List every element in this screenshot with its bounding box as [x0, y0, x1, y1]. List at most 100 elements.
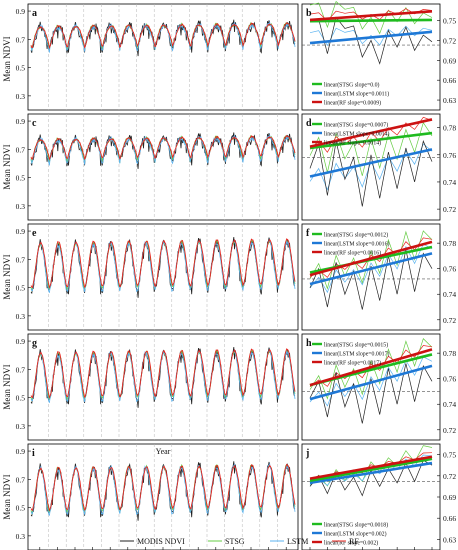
trend-ytick-label: 0.72 [443, 36, 456, 45]
trend-ytick-label: 0.78 [443, 349, 456, 358]
legend-label: MODIS NDVI [137, 537, 185, 546]
y-axis-label: Mean NDVI [2, 474, 12, 519]
trend-legend-label: linear(STSG slope=0.0012) [324, 232, 388, 239]
trend-legend-label: linear(STSG slope=0.0) [324, 82, 380, 89]
rf-fit-line [309, 9, 433, 22]
trend-ytick-label: 0.69 [443, 493, 456, 502]
y-axis-label: Mean NDVI [2, 254, 12, 299]
panel-label: h [306, 338, 312, 349]
ts-ytick-label: 0.7 [16, 35, 26, 44]
rf-series-line [30, 238, 296, 289]
ts-ytick-label: 0.5 [16, 504, 26, 513]
panel-label: d [306, 118, 312, 129]
trend-ytick-label: 0.72 [443, 316, 456, 325]
modis-series-line [30, 19, 296, 57]
ts-ytick-label: 0.5 [16, 174, 26, 183]
ts-ytick-label: 0.9 [16, 227, 26, 236]
lstm-series-line [30, 20, 296, 53]
ts-ytick-label: 0.7 [16, 365, 26, 374]
lstm-fit-line [309, 364, 433, 401]
rf-fit-line [309, 455, 433, 480]
rf-series-line [30, 134, 296, 161]
trend-legend-label: linear(RF slope=0.002) [324, 540, 378, 547]
trend-ytick-label: 0.76 [443, 375, 456, 384]
trend-panel-frame [301, 223, 441, 331]
trend-stsg-annual [309, 338, 433, 400]
trend-legend-label: linear(LSTM slope=0.0016) [324, 241, 389, 248]
trend-ytick-label: 0.76 [443, 151, 456, 160]
trend-ytick-label: 0.72 [443, 205, 456, 214]
ts-ytick-label: 0.9 [16, 7, 26, 16]
trend-legend-label: linear(LSTM slope=0.0011) [324, 91, 389, 98]
y-axis-label: Mean NDVI [2, 36, 12, 81]
trend-legend-label: linear(LSTM slope=0.0014) [324, 131, 389, 138]
panel-label: f [306, 228, 310, 239]
stsg-fit-line [309, 457, 433, 483]
ts-ytick-label: 0.5 [16, 394, 26, 403]
ts-ytick-label: 0.7 [16, 475, 26, 484]
lstm-series-line [30, 133, 296, 166]
trend-modis-annual [309, 249, 433, 310]
rf-fit-line [309, 240, 433, 277]
trend-ytick-label: 0.76 [443, 265, 456, 274]
ts-ytick-label: 0.3 [16, 92, 26, 101]
trend-modis-annual [309, 363, 433, 424]
trend-ytick-label: 0.78 [443, 124, 456, 133]
trend-legend-label: linear(RF slope=0.0009) [324, 100, 381, 107]
ts-panel-frame [27, 223, 299, 331]
trend-ytick-label: 0.72 [443, 472, 456, 481]
panel-label: c [32, 118, 37, 129]
trend-legend-label: linear(LSTM slope=0.002) [324, 531, 387, 538]
legend-label: RF [349, 537, 359, 546]
trend-legend-label: linear(STSG slope=0.0007) [324, 122, 388, 129]
ts-panel-frame [27, 333, 299, 441]
trend-modis-annual [309, 140, 433, 207]
trend-ytick-label: 0.66 [443, 514, 456, 523]
trend-ytick-label: 0.63 [443, 96, 456, 105]
rf-series-line [30, 463, 296, 512]
ts-ytick-label: 0.9 [16, 447, 26, 456]
trend-panel-frame [301, 113, 441, 221]
ts-ytick-label: 0.9 [16, 337, 26, 346]
panel-label: j [305, 448, 309, 459]
trend-panel-frame [301, 3, 441, 111]
lstm-fit-line [309, 30, 433, 45]
rf-series-line [30, 22, 296, 50]
ts-ytick-label: 0.5 [16, 64, 26, 73]
panel-label: a [32, 8, 37, 19]
panel-label: i [32, 448, 35, 459]
ts-ytick-label: 0.9 [16, 117, 26, 126]
trend-legend-label: linear(STSG slope=0.0015) [324, 342, 388, 349]
stsg-fit-line [309, 131, 433, 150]
trend-ytick-label: 0.74 [443, 290, 456, 299]
ts-ytick-label: 0.3 [16, 532, 26, 541]
ts-ytick-label: 0.7 [16, 145, 26, 154]
modis-series-line [30, 461, 296, 521]
lstm-fit-line [309, 461, 433, 485]
ts-panel-frame [27, 443, 299, 550]
trend-ytick-label: 0.75 [443, 451, 456, 460]
ts-ytick-label: 0.3 [16, 202, 26, 211]
y-axis-label: Mean NDVI [2, 364, 12, 409]
rf-fit-line [309, 348, 433, 387]
ts-ytick-label: 0.3 [16, 312, 26, 321]
y-axis-label: Mean NDVI [2, 144, 12, 189]
x-axis-label: Year [156, 447, 171, 456]
legend-label: LSTM [287, 537, 308, 546]
ts-ytick-label: 0.3 [16, 422, 26, 431]
trend-ytick-label: 0.69 [443, 56, 456, 65]
trend-ytick-label: 0.63 [443, 535, 456, 544]
trend-legend-label: linear(RF slope=0.0014) [324, 140, 381, 147]
panel-label: b [306, 8, 312, 19]
lstm-fit-line [309, 252, 433, 286]
ts-panel-frame [27, 3, 299, 111]
trend-ytick-label: 0.66 [443, 76, 456, 85]
stsg-series-line [30, 463, 296, 515]
rf-series-line [30, 348, 296, 399]
trend-legend-label: linear(STSG slope=0.0018) [324, 522, 388, 529]
trend-ytick-label: 0.74 [443, 400, 456, 409]
trend-legend-label: linear(RF slope=0.0017) [324, 360, 381, 367]
stsg-fit-line [309, 18, 433, 23]
trend-panel-frame [301, 333, 441, 441]
